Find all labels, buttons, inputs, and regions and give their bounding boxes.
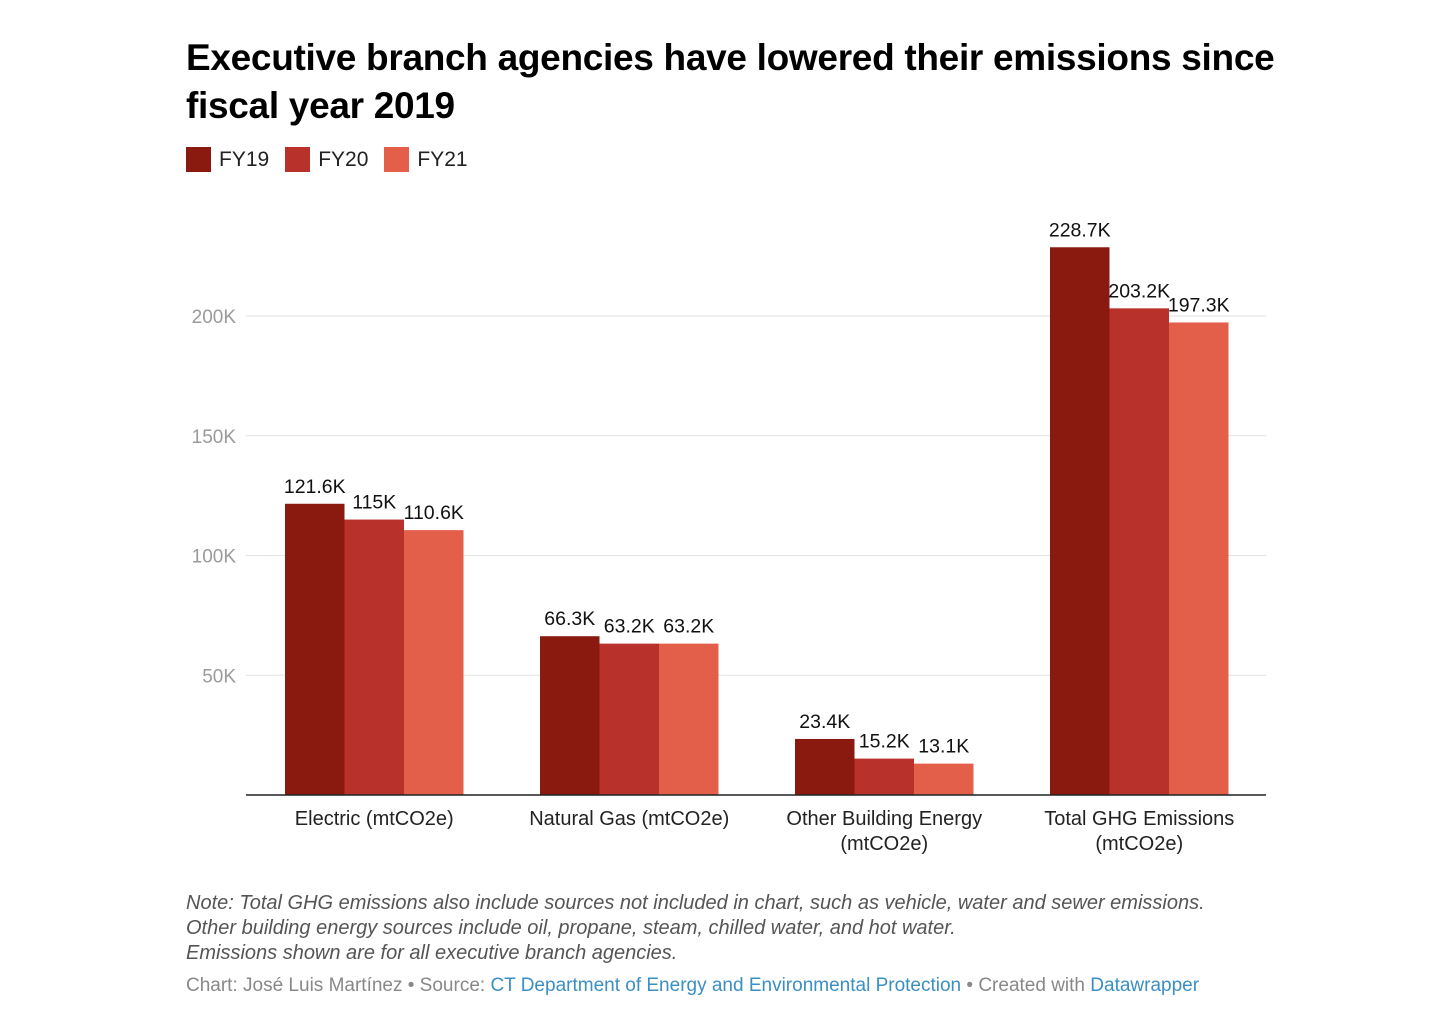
legend-item-fy20: FY20 xyxy=(285,147,368,172)
bar-fy19 xyxy=(285,503,345,795)
data-label: 197.3K xyxy=(1168,294,1230,316)
legend-swatch xyxy=(186,147,211,172)
bar-fy20 xyxy=(1109,308,1169,795)
y-tick-label: 150K xyxy=(192,427,237,448)
bar-fy21 xyxy=(404,530,464,795)
byline-created: • Created with xyxy=(961,975,1091,996)
note-line: Other building energy sources include oi… xyxy=(186,917,956,939)
data-label: 115K xyxy=(352,492,396,514)
bar-fy21 xyxy=(1169,322,1229,795)
data-label: 15.2K xyxy=(859,731,910,753)
x-tick-label: Natural Gas (mtCO2e) xyxy=(529,808,729,830)
data-label: 13.1K xyxy=(918,736,969,758)
data-label: 63.2K xyxy=(663,616,714,638)
legend-swatch xyxy=(384,147,410,172)
bar-fy19 xyxy=(540,636,600,795)
data-label: 63.2K xyxy=(604,616,655,638)
bar-fy20 xyxy=(344,519,404,795)
byline: Chart: José Luis Martínez • Source: CT D… xyxy=(186,975,1199,997)
source-link[interactable]: CT Department of Energy and Environmenta… xyxy=(490,975,962,996)
legend: FY19 FY20 FY21 xyxy=(186,147,468,172)
data-label: 203.2K xyxy=(1108,280,1170,302)
data-label: 66.3K xyxy=(544,608,595,630)
x-tick-label: Other Building Energy xyxy=(786,808,982,830)
legend-label: FY21 xyxy=(417,147,468,171)
legend-swatch xyxy=(285,147,311,172)
chart-title: Executive branch agencies have lowered t… xyxy=(186,37,1275,126)
data-label: 121.6K xyxy=(284,476,346,498)
legend-label: FY20 xyxy=(318,147,369,171)
bar-fy21 xyxy=(914,763,974,795)
y-tick-label: 100K xyxy=(192,547,237,568)
data-label: 23.4K xyxy=(799,711,850,733)
bar-fy21 xyxy=(659,643,719,795)
bar-chart: 50K 100K 150K 200K 121.6K 115K 110.6K Electric … xyxy=(192,219,1266,855)
x-tick-label: Electric (mtCO2e) xyxy=(295,808,454,830)
bar-fy19 xyxy=(795,738,855,795)
x-tick-label: (mtCO2e) xyxy=(840,833,928,855)
note-line: Emissions shown are for all executive br… xyxy=(186,942,678,964)
note-line: Note: Total GHG emissions also include s… xyxy=(186,892,1205,914)
x-tick-label: Total GHG Emissions xyxy=(1044,808,1234,830)
x-tick-label: (mtCO2e) xyxy=(1095,833,1183,855)
data-label: 110.6K xyxy=(404,502,464,524)
chart-notes: Note: Total GHG emissions also include s… xyxy=(186,891,1205,966)
datawrapper-link[interactable]: Datawrapper xyxy=(1090,975,1200,996)
legend-item-fy19: FY19 xyxy=(186,147,269,172)
y-tick-label: 200K xyxy=(192,307,237,328)
y-tick-label: 50K xyxy=(202,666,236,687)
data-label: 228.7K xyxy=(1049,219,1111,241)
bar-fy19 xyxy=(1050,247,1110,796)
bar-fy20 xyxy=(854,758,914,795)
legend-label: FY19 xyxy=(219,147,270,171)
bar-fy20 xyxy=(599,643,659,795)
legend-item-fy21: FY21 xyxy=(384,147,468,172)
byline-credit: Chart: José Luis Martínez • Source: xyxy=(186,975,491,996)
